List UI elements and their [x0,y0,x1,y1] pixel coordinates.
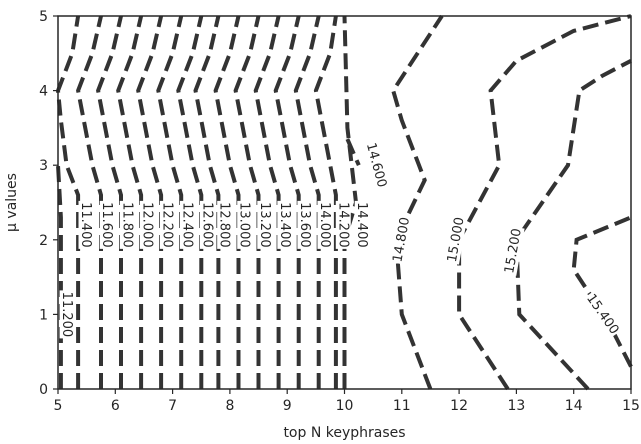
y-tick-label-5: 5 [39,9,48,25]
contour-label-9: 13.000 [237,202,252,248]
contour-line-7 [176,15,204,389]
contour-label-bg-5 [159,200,175,249]
y-tick-label-0: 0 [39,382,48,398]
contour-label-5: 12.200 [159,202,174,248]
contour-label-3: 11.800 [119,202,134,248]
x-axis-label: top N keyphrases [283,425,405,441]
contour-label-bg-14 [335,200,351,249]
contour-label-bg-20 [582,290,623,339]
contour-label-bg-9 [237,200,253,249]
contour-line-6 [156,15,184,389]
contour-label-16: 14.600 [363,141,389,189]
contour-label-12: 13.600 [297,202,312,248]
x-tick-label-3: 8 [225,398,234,414]
contour-label-bg-7 [199,200,215,249]
contour-line-17 [391,14,444,390]
contour-label-14: 14.200 [335,202,350,248]
contour-label-10: 13.200 [257,202,272,248]
y-tick-label-2: 2 [39,233,48,249]
y-axis-ticks: 0 1 2 3 4 5 [39,9,58,398]
contour-label-bg-11 [277,200,293,249]
contour-line-1 [55,15,81,389]
x-tick-label-0: 5 [54,398,63,414]
contour-line-8 [193,15,221,389]
x-axis-ticks: 5 6 7 8 9 10 11 12 13 14 15 [54,389,640,414]
contour-line-13 [293,15,321,389]
contour-label-0: 11.200 [59,292,74,338]
contour-line-14 [313,15,338,389]
x-tick-label-9: 14 [565,398,583,414]
x-tick-label-6: 11 [393,398,411,414]
contour-line-11 [253,15,281,389]
contour-lines [55,14,633,391]
contour-line-18 [457,14,632,391]
contour-label-4: 12.000 [139,202,154,248]
contour-line-4 [116,15,144,389]
contour-line-2 [76,15,103,389]
contour-label-bg-3 [119,200,135,249]
x-tick-label-10: 15 [622,398,640,414]
contour-line-3 [96,15,123,389]
contour-line-19 [514,59,632,391]
contour-label-bg-18 [444,214,468,265]
contour-label-bg-16 [363,139,390,191]
contour-label-6: 12.400 [179,202,194,248]
x-tick-label-5: 10 [336,398,354,414]
contour-label-8: 12.800 [217,202,232,248]
contour-label-bg-10 [257,200,273,249]
x-tick-label-4: 9 [283,398,292,414]
contour-label-bg-2 [99,200,115,249]
x-tick-label-8: 13 [507,398,525,414]
contour-label-bg-1 [78,200,94,249]
y-tick-label-3: 3 [39,158,48,174]
contour-label-19: 15.200 [502,227,525,274]
contour-label-20: 15.400 [583,291,621,337]
x-tick-label-2: 7 [168,398,177,414]
contour-label-bg-13 [317,200,333,249]
contour-line-12 [273,15,301,389]
contour-label-7: 12.600 [199,202,214,248]
contour-label-bg-6 [179,200,195,249]
contour-label-13: 14.000 [317,202,332,248]
y-axis-label: μ values [4,173,20,232]
contour-label-17: 14.800 [390,216,413,263]
contour-line-10 [233,15,261,389]
contour-label-18: 15.000 [445,216,468,263]
y-tick-label-1: 1 [39,307,48,323]
contour-line-20 [571,215,633,368]
contour-label-15: 14.400 [354,202,369,248]
contour-label-bg-8 [217,200,233,249]
contour-label-2: 11.600 [99,202,114,248]
contour-label-bg-15 [354,200,370,249]
contour-label-11: 13.400 [277,202,292,248]
contour-label-bg-19 [501,225,525,276]
contour-label-1: 11.400 [78,202,93,248]
y-tick-label-4: 4 [39,84,48,100]
x-tick-label-7: 12 [450,398,468,414]
x-tick-label-1: 6 [111,398,120,414]
contour-line-9 [213,15,241,389]
contour-label-bg-4 [139,200,155,249]
contour-label-bg-17 [389,214,413,265]
contour-label-bg-12 [297,200,313,249]
contour-line-16 [345,138,361,167]
contour-line-5 [136,15,164,389]
contour-line-0 [56,165,63,389]
contour-label-bg-0 [59,290,75,339]
contour-labels: 11.200 11.400 11.600 11.800 12.000 12.200 12.4… [59,139,623,339]
